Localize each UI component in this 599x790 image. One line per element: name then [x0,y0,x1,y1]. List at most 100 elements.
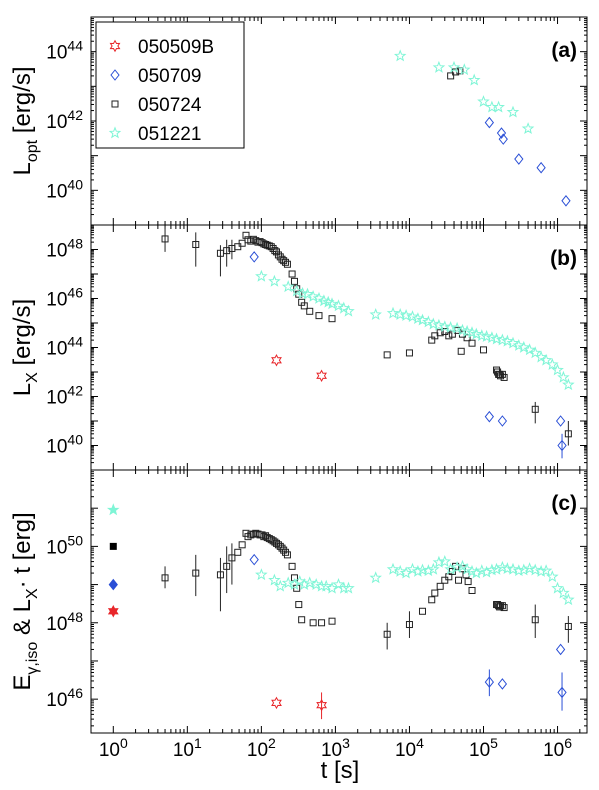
data-point [107,605,119,618]
series-050709 [484,116,571,207]
data-point [480,329,493,342]
data-point [328,315,336,323]
data-point [444,320,457,333]
series-050709 [249,251,567,459]
data-point [564,622,572,630]
data-point [303,576,317,589]
data-point [319,579,333,592]
data-point [290,277,298,285]
data-point [161,574,169,582]
data-point [393,564,407,577]
data-point [282,258,290,266]
data-point [501,562,514,575]
data-point [249,530,257,538]
data-point [223,247,231,255]
data-point [506,105,520,118]
data-point [514,153,524,165]
data-point [539,564,553,577]
data-point [298,578,311,590]
data-point [484,410,494,423]
data-point [278,544,286,552]
data-point [416,313,429,326]
y-axis-label: LX [erg/s] [9,299,41,396]
x-tick-label: 102 [247,735,276,761]
data-point [500,604,508,612]
data-point [468,586,476,594]
data-point [228,554,236,562]
x-tick-label: 103 [321,735,350,761]
data-point [497,678,508,690]
legend-marker [108,126,122,139]
data-point [283,260,291,268]
x-tick-label: 104 [395,735,424,761]
data-point [455,576,463,584]
panel-0: 1040 1042 1044 (a) Lopt [erg/s] [9,16,588,226]
data-point [512,338,526,351]
panel-frame [90,224,588,471]
data-point [438,320,452,333]
data-point [267,536,275,544]
data-point [249,553,259,566]
data-point [551,581,564,594]
data-point [557,586,570,599]
data-point [386,562,400,575]
panel-tag: (c) [551,492,577,515]
data-point [271,354,282,367]
y-tick-label: 1048 [46,236,83,262]
data-point [447,72,455,80]
data-point [450,321,464,334]
legend-label: 050709 [138,66,201,87]
series-050509B [271,692,328,720]
data-point [288,562,296,570]
data-point [506,336,520,349]
data-point [405,621,413,629]
data-point [325,297,339,310]
data-point [427,317,440,330]
panel-frame [90,469,588,734]
data-point [383,351,391,359]
legend-marker [109,39,121,53]
data-point [298,616,306,624]
data-point [342,304,355,317]
legend-label: 050724 [138,95,202,116]
data-point [242,231,250,239]
data-point [288,270,296,278]
legend-box [95,21,245,149]
data-point [318,619,326,627]
y-axis-label: Eγ,iso & LX· t [erg] [9,512,41,690]
data-point [369,571,382,584]
data-point [436,329,444,337]
data-point [562,593,575,606]
x-tick-label: 100 [99,735,128,761]
data-point [234,548,242,556]
data-point [432,555,446,568]
data-point [109,542,117,550]
data-point [445,573,453,581]
series-E-iso-050709 [108,578,118,591]
panel-1: 1040 1042 1044 1046 1048 (b) LX [erg/s] [9,224,588,471]
data-point [274,251,282,259]
data-point [551,363,564,376]
legend-marker [111,100,119,108]
data-point [405,349,413,357]
data-point [546,570,559,583]
data-point [406,562,419,575]
data-point [528,563,542,576]
data-point [316,369,328,383]
data-point [342,581,355,594]
data-point [452,68,460,76]
series-E-iso-050724 [109,542,117,550]
data-point [450,560,464,573]
x-tick-label: 106 [543,735,572,761]
data-point [546,357,559,370]
data-point [295,601,303,609]
data-point [457,63,471,76]
x-axis-label: t [s] [321,757,360,784]
data-point [564,430,572,438]
panel-2: 1046 1048 1050 (c) Eγ,iso & LX· t [erg] [9,469,588,734]
data-point [506,562,520,575]
data-point [283,551,291,559]
data-point [290,284,303,297]
